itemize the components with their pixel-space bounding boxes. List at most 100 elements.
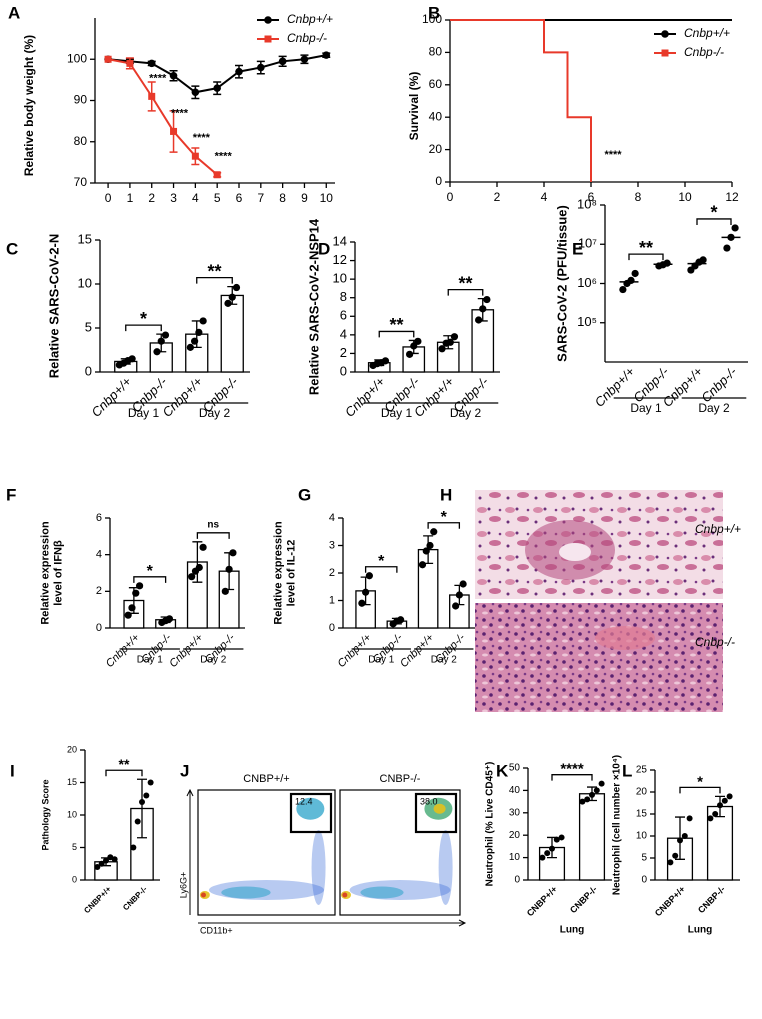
legend-label: Cnbp+/+ (287, 12, 333, 26)
x-axis-label: CD11b+ (200, 925, 233, 935)
y-tick-label: 10⁷ (578, 236, 597, 251)
data-point (717, 802, 723, 809)
data-point (707, 815, 714, 822)
y-tick-label: 15 (636, 809, 648, 820)
significance-bracket (125, 324, 162, 332)
data-point (406, 350, 414, 358)
point (170, 127, 178, 135)
error-bar (137, 778, 147, 839)
data-point (663, 259, 671, 267)
data-point (584, 796, 591, 803)
panel-label: E (572, 239, 583, 258)
y-axis-label: level of IFNβ (52, 540, 64, 606)
data-point (186, 343, 194, 351)
data-point (726, 793, 733, 800)
y-axis-label: Neutrophil (cell number ×10⁴) (612, 755, 623, 895)
y-tick-label: 4 (96, 549, 102, 561)
x-tick-label: 4 (192, 191, 199, 205)
point (147, 59, 156, 68)
significance-bracket (696, 218, 732, 225)
panel-label: A (8, 3, 20, 22)
data-point (381, 357, 390, 365)
histology-image (475, 603, 723, 712)
significance-bracket (679, 786, 721, 794)
data-point (358, 599, 366, 607)
data-point (479, 305, 487, 313)
y-tick-label: 0 (96, 622, 102, 634)
point (322, 51, 331, 59)
data-point (414, 337, 422, 345)
vessel (595, 626, 655, 650)
data-point (627, 276, 635, 284)
legend-label: Cnbp+/+ (684, 26, 730, 40)
significance-bracket (427, 522, 461, 529)
x-tick-label: 0 (447, 190, 454, 204)
data-point (667, 859, 674, 866)
x-arrow (198, 919, 467, 927)
data-point (195, 328, 203, 336)
data-point (132, 589, 140, 597)
significance-bracket (196, 532, 230, 539)
y-tick-label: 30 (509, 807, 521, 818)
data-point (459, 580, 467, 588)
data-point (130, 844, 137, 851)
group-label: Day 1 (368, 655, 395, 666)
data-point (558, 834, 565, 841)
panel-label: L (622, 761, 632, 780)
y-tick-label: 0 (340, 363, 347, 378)
significance-bracket (447, 288, 484, 296)
y-axis-label: Neutrophil (% Live CD45⁺) (485, 762, 496, 887)
data-point (228, 293, 236, 301)
data-point (191, 337, 199, 345)
data-point (672, 852, 679, 859)
data-point (165, 615, 174, 623)
data-point (128, 355, 136, 363)
legend-marker (661, 30, 669, 38)
point (213, 171, 221, 179)
x-tick-label: 10 (678, 190, 692, 204)
lumen (559, 543, 591, 561)
y-tick-label: 10 (78, 275, 92, 290)
gate-value: 38.0 (420, 796, 438, 806)
density (433, 803, 446, 814)
panel-label: I (10, 761, 15, 780)
data-point (157, 337, 165, 345)
panel-label: D (318, 239, 330, 258)
gate (289, 792, 333, 834)
y-tick-label: 20 (509, 830, 521, 841)
point (257, 63, 265, 72)
significance-label: ** (207, 261, 221, 281)
data-point (731, 224, 739, 232)
y-tick-label: 100 (422, 12, 442, 26)
x-tick-label: CNBP+/+ (653, 884, 687, 918)
data-point (229, 549, 237, 557)
series-line (107, 58, 218, 176)
data-point (727, 233, 735, 241)
y-tick-label: 20 (67, 744, 77, 754)
significance-bracket (628, 253, 664, 261)
y-axis-label: Pathology Score (40, 779, 50, 850)
significance-label: * (378, 553, 385, 570)
y-tick-label: 12 (333, 252, 347, 267)
annotation: **** (215, 151, 233, 163)
plot-title: CNBP+/+ (243, 773, 289, 785)
point (191, 152, 199, 160)
data-point (362, 588, 370, 596)
y-tick-label: 50 (509, 763, 521, 774)
significance-label: **** (560, 761, 584, 778)
y-axis-label: Relative expression (39, 521, 51, 625)
data-point (426, 541, 434, 550)
x-tick-label: 7 (257, 191, 264, 205)
significance-label: ** (639, 238, 653, 258)
data-point (397, 616, 405, 624)
y-tick-label: 10 (509, 852, 521, 863)
data-point (452, 602, 460, 610)
data-point (593, 787, 600, 794)
y-tick-label: 15 (67, 777, 77, 787)
y-tick-label: 1 (329, 594, 335, 606)
y-axis-label: Relative body weight (%) (22, 35, 36, 176)
legend-label: Cnbp-/- (684, 45, 724, 59)
significance-label: ns (207, 519, 219, 530)
